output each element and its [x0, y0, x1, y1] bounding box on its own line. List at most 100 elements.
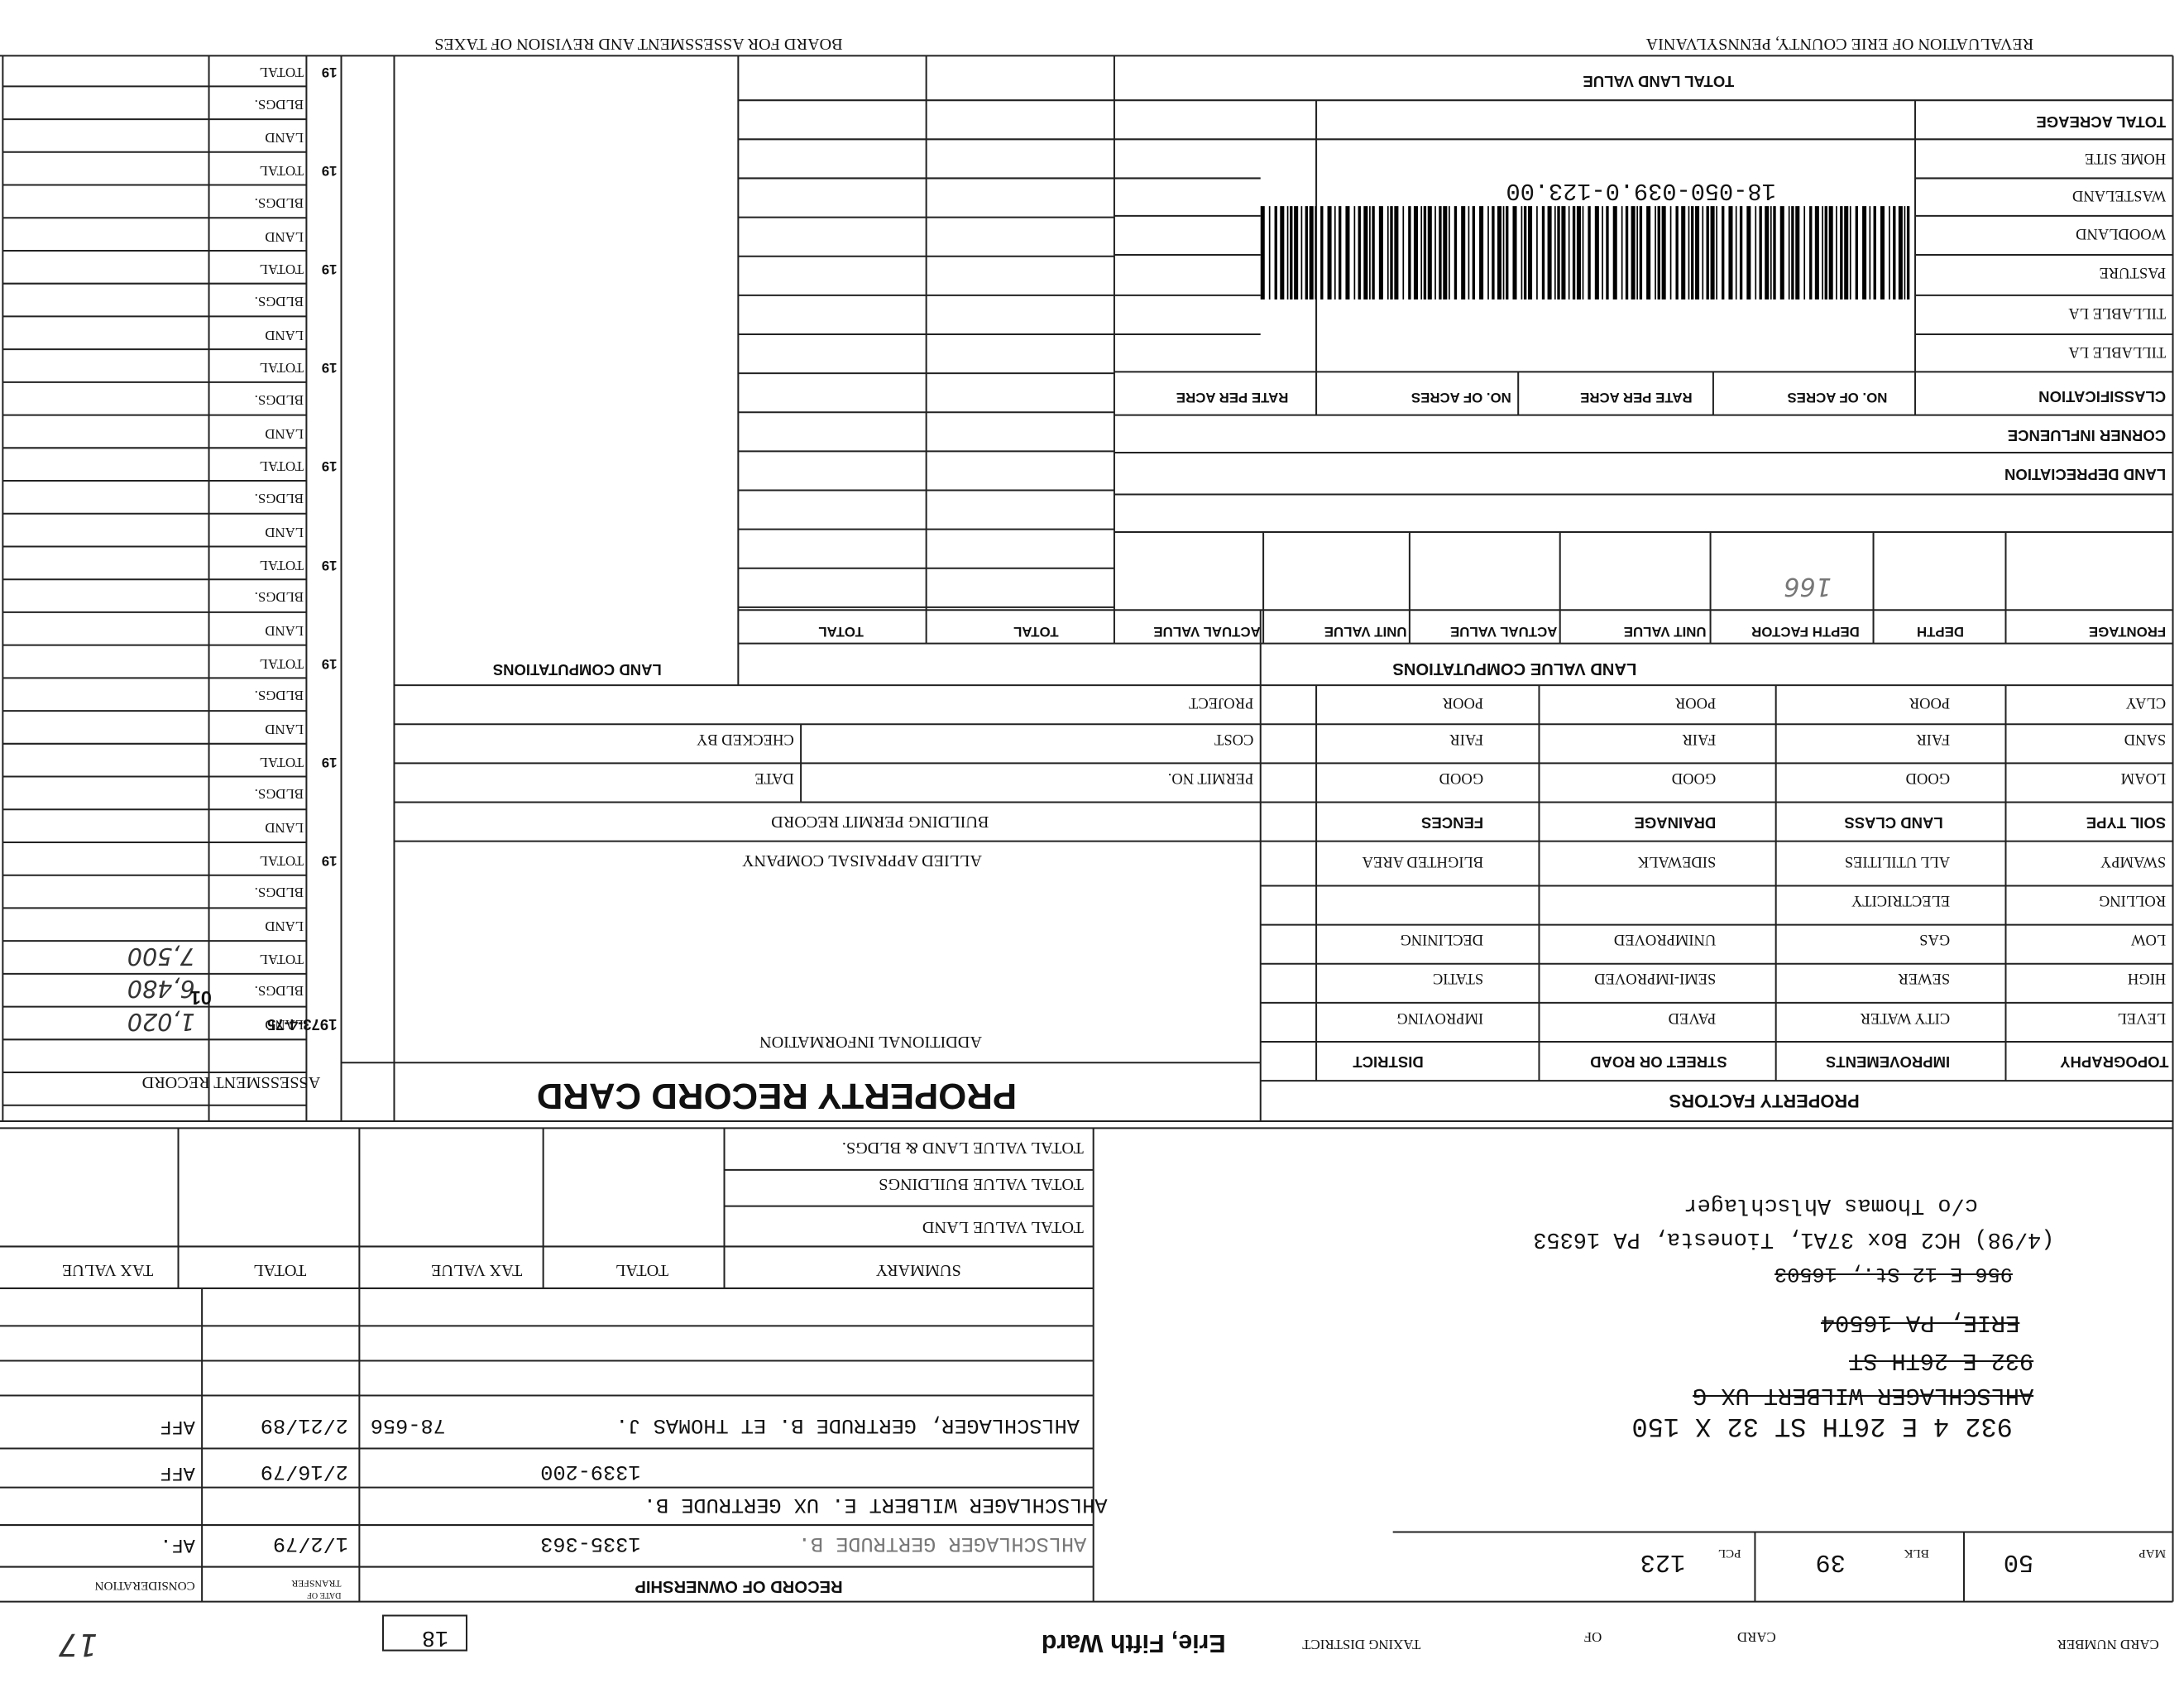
label: DECLINING	[1400, 931, 1484, 949]
column-header: TOTAL	[253, 1261, 307, 1279]
struck-address: 956 E 12 St., 16503	[1774, 1261, 2013, 1286]
handwritten-entry: 166	[1784, 572, 1832, 602]
barcode-bar	[1345, 206, 1350, 300]
barcode-bar	[1803, 206, 1806, 300]
barcode-bar	[1305, 206, 1308, 300]
label: SEWER	[1898, 970, 1951, 988]
column-header: DEPTH FACTOR	[1751, 623, 1860, 640]
label: SIDEWALK	[1637, 853, 1717, 870]
barcode-bar	[1606, 206, 1609, 300]
label: BLDGS.	[254, 688, 304, 704]
column-header: UNIT VALUE	[1324, 623, 1407, 640]
label: IMPROVING	[1396, 1009, 1484, 1027]
label: BLIGHTED AREA	[1362, 853, 1484, 870]
barcode-bar	[1461, 206, 1466, 300]
label: MAP	[2138, 1547, 2167, 1561]
barcode-bar	[1765, 206, 1770, 300]
label: LOAM	[2120, 769, 2167, 787]
struck-address: ERIE, PA 16504	[1820, 1309, 2020, 1337]
barcode-bar	[1710, 206, 1715, 300]
label: BLDGS.	[254, 786, 304, 803]
barcode-bar	[1612, 206, 1617, 300]
label: CLAY	[2125, 694, 2167, 712]
barcode-bar	[1621, 206, 1623, 300]
label: BLDGS.	[254, 983, 304, 1000]
column-header: DISTRICT	[1353, 1053, 1424, 1072]
label: PERMIT NO.	[1167, 769, 1254, 787]
barcode-bar	[1454, 206, 1458, 300]
label: LAND	[265, 327, 304, 343]
barcode-bar	[1353, 206, 1356, 300]
label: TILLABLE LA	[2068, 304, 2167, 322]
barcode-bar	[1855, 206, 1859, 300]
barcode-bar	[1836, 206, 1837, 300]
owner: AHLSCHLAGER GERTRUDE B.	[797, 1532, 1087, 1556]
label: POOR	[1909, 694, 1951, 712]
ward-box	[382, 1614, 468, 1652]
barcode-bar	[1372, 206, 1375, 300]
label: BLDGS.	[254, 195, 304, 212]
barcode-bar	[1468, 206, 1470, 300]
label: BLDGS.	[254, 392, 304, 409]
label: TAXING DISTRICT	[1302, 1636, 1421, 1652]
barcode-bar	[1655, 206, 1656, 300]
year: 1973-4-75	[267, 1016, 338, 1034]
label: ALL UTILITIES	[1844, 853, 1951, 870]
block-number: 39	[1815, 1547, 1846, 1575]
barcode-bar	[1439, 206, 1442, 300]
barcode-bar	[1646, 206, 1651, 300]
barcode-bar	[1735, 206, 1737, 300]
barcode-bar	[1773, 206, 1776, 300]
column-header: TAX VALUE	[431, 1261, 523, 1279]
barcode-bar	[1572, 206, 1576, 300]
barcode-bar	[1479, 206, 1484, 300]
parcel-number: 123	[1640, 1547, 1686, 1575]
column-header: FENCES	[1421, 813, 1484, 832]
label: LAND	[265, 721, 304, 737]
barcode-bar	[1588, 206, 1591, 300]
barcode-bar	[1315, 206, 1317, 300]
barcode-bar	[1487, 206, 1489, 300]
barcode-bar	[1541, 206, 1545, 300]
column-header: DEPTH	[1916, 623, 1964, 640]
label: BLDGS.	[254, 885, 304, 901]
barcode-bar	[1358, 206, 1361, 300]
barcode-bar	[1893, 206, 1896, 300]
label: ROLLING	[2098, 892, 2167, 910]
barcode-bar	[1824, 206, 1827, 300]
label: LOW	[2130, 931, 2167, 949]
assessed-value: 6,480	[127, 974, 195, 1003]
column-header: SUMMARY	[875, 1261, 961, 1279]
parcel-id: 18-050-039.0-123.00	[1506, 176, 1776, 204]
taxing-district: Erie, Fifth Ward	[1041, 1628, 1226, 1657]
barcode-bar	[1739, 206, 1743, 300]
barcode-bar	[1594, 206, 1599, 300]
label: TOTAL	[259, 852, 304, 869]
barcode-bar	[1472, 206, 1476, 300]
column-header: DRAINAGE	[1634, 813, 1717, 832]
label: GAS	[1919, 931, 1951, 949]
label: GOOD	[1671, 769, 1717, 787]
label: PAVED	[1668, 1009, 1717, 1027]
label: PROJECT	[1189, 694, 1254, 712]
mailing-address: (4/98) HC2 Box 37A1, Tionesta, PA 16353	[1533, 1225, 2055, 1251]
barcode-bar	[1423, 206, 1427, 300]
column-header: FRONTAGE	[2088, 623, 2167, 640]
barcode-bar	[1521, 206, 1523, 300]
barcode-bar	[1390, 206, 1393, 300]
label: FAIR	[1682, 730, 1717, 748]
section-title: BUILDING PERMIT RECORD	[771, 812, 989, 831]
barcode-bar	[1576, 206, 1581, 300]
barcode-bar	[1363, 206, 1368, 300]
barcode-bar	[1844, 206, 1849, 300]
label: PCL	[1717, 1547, 1741, 1561]
column-header: ACTUAL VALUE	[1450, 623, 1558, 640]
barcode-bar	[1722, 206, 1725, 300]
column-header: NO. OF ACRES	[1410, 389, 1511, 405]
barcode-bar	[1523, 206, 1527, 300]
barcode-bar	[1408, 206, 1411, 300]
label: STATIC	[1432, 970, 1484, 988]
owner: AHLSCHLAGER WILBERT E. UX GERTRUDE B.	[643, 1493, 1108, 1518]
label: CONSIDERATION	[94, 1578, 195, 1593]
